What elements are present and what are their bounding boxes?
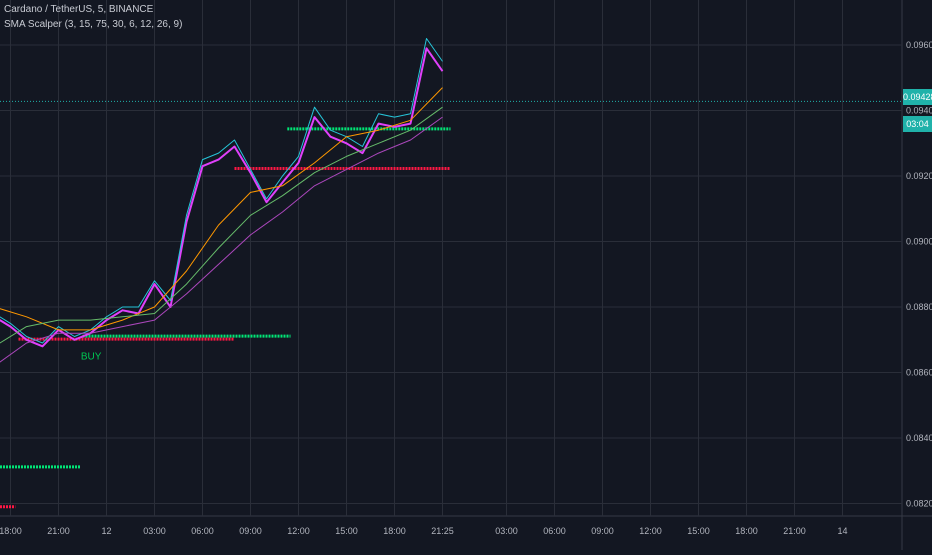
time-tick-label: 03:00 — [495, 526, 518, 536]
time-tick-label: 12:00 — [287, 526, 310, 536]
time-tick-label: 18:00 — [735, 526, 758, 536]
time-tick-label: 14 — [837, 526, 847, 536]
time-tick-label: 15:00 — [687, 526, 710, 536]
time-tick-label: 09:00 — [239, 526, 262, 536]
last-price-badge: 0.09428 — [903, 89, 932, 105]
time-tick-label: 18:00 — [0, 526, 22, 536]
time-tick-label: 06:00 — [543, 526, 566, 536]
time-tick-label: 06:00 — [191, 526, 214, 536]
time-tick-label: 12 — [101, 526, 111, 536]
price-series-line — [0, 47, 444, 348]
symbol-title[interactable]: Cardano / TetherUS, 5, BINANCE — [4, 4, 154, 15]
buy-signal-label: BUY — [81, 351, 102, 362]
ma_green-series-line — [0, 106, 443, 344]
time-tick-label: 18:00 — [383, 526, 406, 536]
time-tick-label: 21:25 — [431, 526, 454, 536]
ma_purple-series-line — [0, 116, 443, 363]
time-tick-label: 12:00 — [639, 526, 662, 536]
time-tick-label: 09:00 — [591, 526, 614, 536]
time-tick-label: 21:00 — [47, 526, 70, 536]
bar-countdown-badge: 03:04 — [903, 116, 932, 132]
indicator-label[interactable]: SMA Scalper (3, 15, 75, 30, 6, 12, 26, 9… — [4, 19, 183, 30]
time-tick-label: 03:00 — [143, 526, 166, 536]
time-tick-label: 21:00 — [783, 526, 806, 536]
price-tick-label: 0.08200 — [906, 499, 932, 509]
ma_orange-series-line — [0, 87, 443, 331]
time-tick-label: 15:00 — [335, 526, 358, 536]
